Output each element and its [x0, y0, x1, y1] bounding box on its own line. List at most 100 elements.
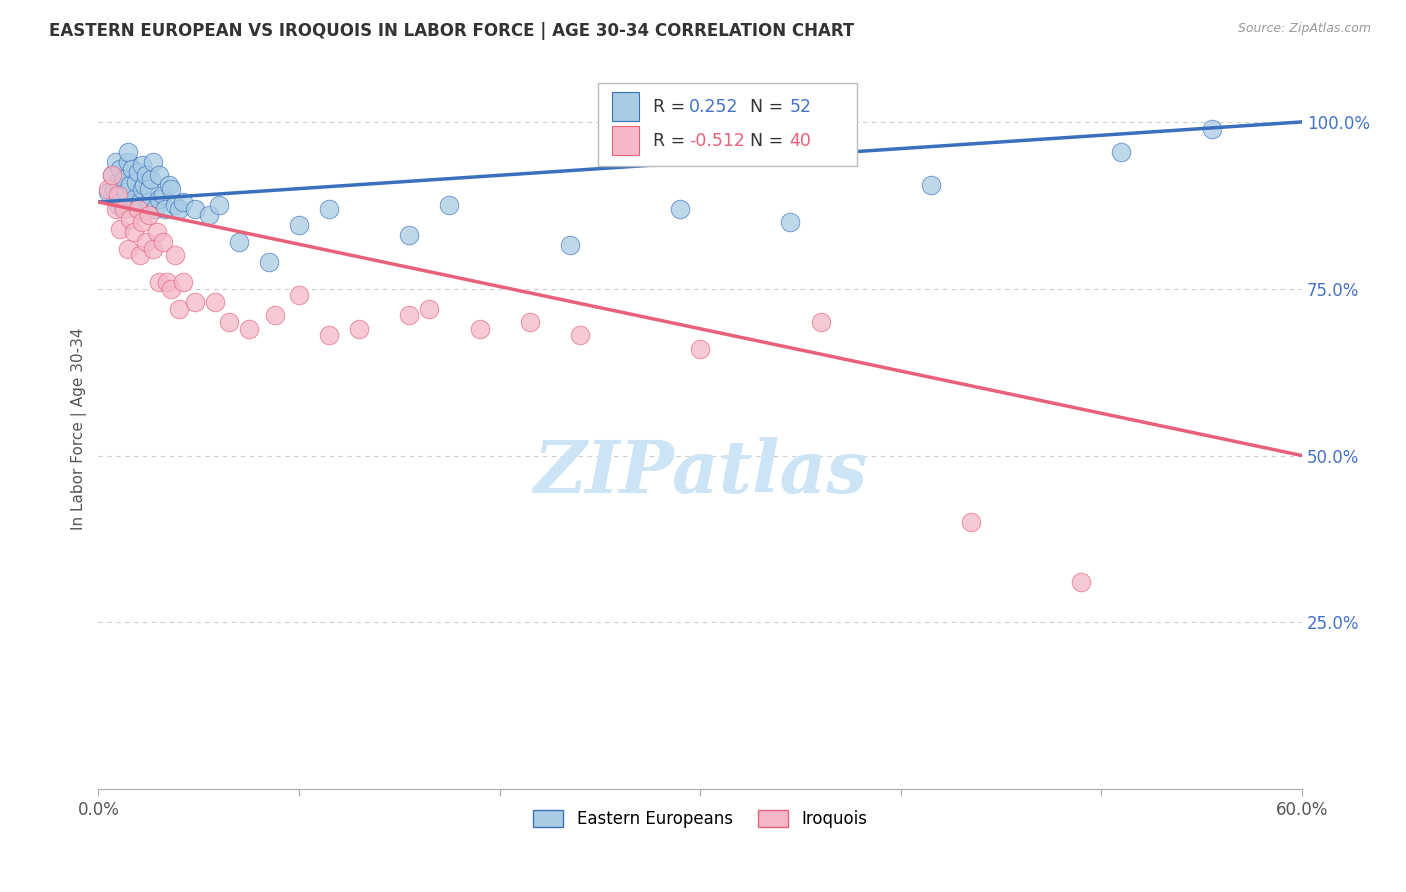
Point	[117, 155, 139, 169]
Point	[810, 315, 832, 329]
Point	[148, 192, 170, 206]
Point	[97, 185, 120, 199]
Point	[131, 215, 153, 229]
Point	[264, 309, 287, 323]
Point	[920, 178, 942, 193]
Text: 40: 40	[789, 132, 811, 150]
Point	[167, 301, 190, 316]
Point	[107, 198, 129, 212]
Text: R =: R =	[654, 132, 690, 150]
Point	[1111, 145, 1133, 159]
Point	[127, 202, 149, 216]
Point	[1070, 575, 1092, 590]
Point	[141, 242, 163, 256]
Point	[204, 295, 226, 310]
Point	[318, 202, 340, 216]
Point	[288, 219, 311, 233]
Legend: Eastern Europeans, Iroquois: Eastern Europeans, Iroquois	[527, 804, 873, 835]
Point	[172, 275, 194, 289]
Point	[689, 342, 711, 356]
Point	[167, 202, 190, 216]
Point	[398, 309, 420, 323]
Point	[138, 208, 160, 222]
Point	[519, 315, 541, 329]
Point	[172, 194, 194, 209]
Point	[468, 322, 491, 336]
Point	[228, 235, 250, 249]
Point	[127, 165, 149, 179]
Text: N =: N =	[749, 132, 789, 150]
Text: EASTERN EUROPEAN VS IROQUOIS IN LABOR FORCE | AGE 30-34 CORRELATION CHART: EASTERN EUROPEAN VS IROQUOIS IN LABOR FO…	[49, 22, 855, 40]
Point	[131, 181, 153, 195]
Point	[124, 192, 146, 206]
Point	[127, 202, 149, 216]
Point	[439, 198, 461, 212]
Point	[125, 175, 148, 189]
Text: ZIPatlas: ZIPatlas	[533, 436, 868, 508]
Point	[110, 221, 132, 235]
Point	[148, 275, 170, 289]
Bar	[613, 92, 638, 121]
Point	[197, 208, 219, 222]
Point	[114, 171, 136, 186]
Text: -0.512: -0.512	[689, 132, 745, 150]
Point	[418, 301, 440, 316]
Point	[218, 315, 240, 329]
Point	[1201, 121, 1223, 136]
Point	[135, 235, 157, 249]
Point	[120, 211, 142, 226]
Point	[183, 202, 205, 216]
Point	[148, 169, 170, 183]
Point	[103, 181, 125, 195]
Point	[138, 181, 160, 195]
Point	[238, 322, 260, 336]
FancyBboxPatch shape	[598, 83, 856, 166]
Point	[105, 155, 128, 169]
Point	[115, 185, 138, 199]
Point	[145, 225, 167, 239]
Point	[568, 328, 591, 343]
Point	[101, 169, 124, 183]
Text: Source: ZipAtlas.com: Source: ZipAtlas.com	[1237, 22, 1371, 36]
Point	[110, 161, 132, 176]
Point	[141, 155, 163, 169]
Point	[97, 181, 120, 195]
Point	[117, 145, 139, 159]
Point	[318, 328, 340, 343]
Point	[159, 181, 181, 195]
Point	[111, 188, 134, 202]
Point	[134, 178, 156, 193]
Bar	[613, 126, 638, 155]
Point	[124, 225, 146, 239]
Point	[669, 202, 692, 216]
Point	[288, 288, 311, 302]
Point	[129, 248, 152, 262]
Point	[157, 178, 180, 193]
Point	[163, 198, 186, 212]
Point	[398, 228, 420, 243]
Point	[159, 282, 181, 296]
Text: R =: R =	[654, 98, 690, 116]
Point	[138, 194, 160, 209]
Point	[107, 188, 129, 202]
Point	[131, 158, 153, 172]
Point	[960, 516, 983, 530]
Y-axis label: In Labor Force | Age 30-34: In Labor Force | Age 30-34	[72, 327, 87, 530]
Point	[208, 198, 231, 212]
Point	[558, 238, 581, 252]
Point	[257, 255, 280, 269]
Point	[163, 248, 186, 262]
Point	[779, 215, 801, 229]
Point	[139, 171, 162, 186]
Point	[135, 169, 157, 183]
Text: 0.252: 0.252	[689, 98, 740, 116]
Point	[347, 322, 370, 336]
Point	[152, 188, 174, 202]
Point	[121, 161, 143, 176]
Text: N =: N =	[749, 98, 789, 116]
Point	[153, 202, 176, 216]
Point	[120, 178, 142, 193]
Point	[101, 169, 124, 183]
Point	[143, 202, 166, 216]
Point	[155, 275, 177, 289]
